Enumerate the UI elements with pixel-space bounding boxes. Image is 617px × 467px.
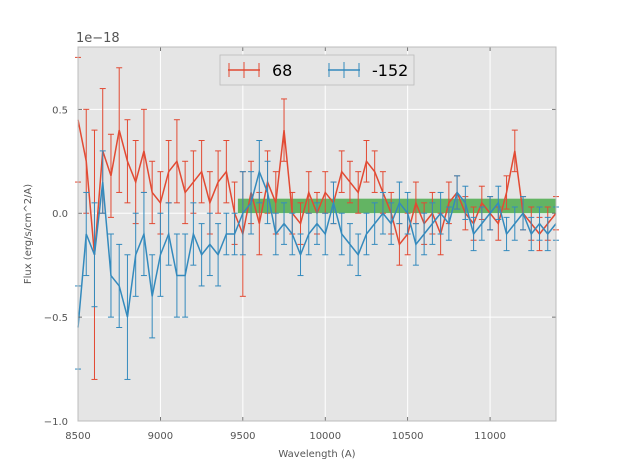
x-tick-label: 11000 bbox=[474, 431, 506, 442]
legend-label: -152 bbox=[372, 61, 408, 80]
x-tick-label: 10000 bbox=[309, 431, 341, 442]
x-tick-label: 8500 bbox=[65, 431, 90, 442]
x-tick-label: 9500 bbox=[230, 431, 255, 442]
y-tick-label: 0.5 bbox=[52, 105, 68, 116]
y-axis-label: Flux (erg/s/cm^2/A) bbox=[23, 184, 34, 284]
y-tick-label: −0.5 bbox=[44, 313, 68, 324]
plot-frame bbox=[77, 46, 557, 422]
y-tick-label: −1.0 bbox=[44, 417, 68, 428]
series-line bbox=[77, 169, 557, 328]
axis-offset-label: 1e−18 bbox=[76, 31, 120, 46]
legend-label: 68 bbox=[272, 61, 292, 80]
x-tick-label: 9000 bbox=[148, 431, 173, 442]
legend: 68 -152 bbox=[219, 54, 415, 86]
series-1 bbox=[75, 140, 559, 380]
x-tick-label: 10500 bbox=[392, 431, 424, 442]
legend-entries: 68 -152 bbox=[228, 61, 408, 80]
x-axis-label: Wavelength (A) bbox=[278, 449, 355, 460]
legend-entry-0: 68 bbox=[228, 61, 292, 80]
legend-entry-1: -152 bbox=[328, 61, 408, 80]
series-layer bbox=[75, 56, 559, 380]
tick-layer: 8500 9000 9500 10000 10500 11000 −1.0 −0.5 0.0 0.… bbox=[44, 46, 557, 442]
y-tick-label: 0.0 bbox=[52, 209, 68, 220]
